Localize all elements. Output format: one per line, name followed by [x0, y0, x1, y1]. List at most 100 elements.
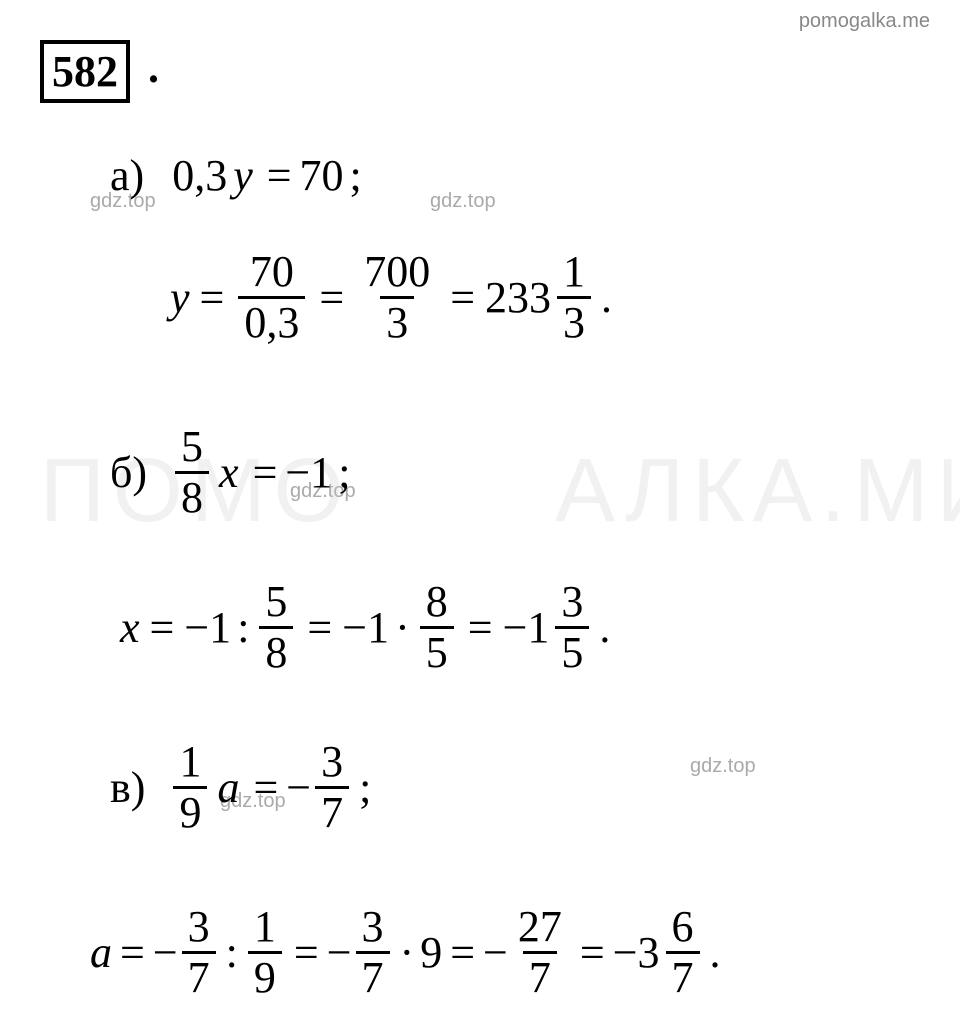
- part-a-mixed-den: 3: [557, 296, 591, 345]
- part-c-sol-frac4-den: 7: [523, 951, 557, 1000]
- part-c-sol-frac1-den: 7: [182, 951, 216, 1000]
- part-b-sol-neg2: −1: [342, 602, 389, 653]
- part-b-sol-frac2-num: 8: [420, 580, 454, 626]
- part-a-sol-eq3: =: [450, 272, 475, 323]
- part-a-period: .: [601, 272, 612, 323]
- part-c-mixed-whole: 3: [638, 927, 660, 978]
- part-b-eq-frac: 5 8: [175, 425, 209, 520]
- part-a-frac1-den: 0,3: [238, 296, 305, 345]
- part-c-sol-frac2-num: 1: [248, 905, 282, 951]
- part-b-mixed-num: 3: [555, 580, 589, 626]
- part-b-label: б): [110, 447, 147, 498]
- part-a-equation: а) 0,3 y = 70 ;: [110, 150, 362, 201]
- part-b-sol-colon: :: [237, 602, 249, 653]
- part-c-sol-frac4: 27 7: [512, 905, 568, 1000]
- part-c-sol-neg2: −: [327, 927, 352, 978]
- part-b-mixed: 1 3 5: [527, 580, 593, 675]
- part-a-sol-var: y: [170, 272, 190, 323]
- part-c-sol-frac3-den: 7: [356, 951, 390, 1000]
- part-a-frac2-num: 700: [358, 250, 436, 296]
- part-c-semicolon: ;: [359, 762, 371, 813]
- part-a-frac1: 70 0,3: [238, 250, 305, 345]
- part-c-label: в): [110, 762, 145, 813]
- part-c-sol-colon: :: [226, 927, 238, 978]
- watermark-top-right: pomogalka.me: [799, 10, 930, 33]
- part-a-sol-eq2: =: [319, 272, 344, 323]
- part-b-rhs: −1: [285, 447, 332, 498]
- part-c-sol-frac3: 3 7: [356, 905, 390, 1000]
- part-b-solution: x = −1 : 5 8 = −1 · 8 5 = − 1 3 5 .: [120, 580, 610, 675]
- part-c-sol-frac1-num: 3: [182, 905, 216, 951]
- part-c-sol-frac2: 1 9: [248, 905, 282, 1000]
- part-b-mixed-den: 5: [555, 626, 589, 675]
- part-b-sol-var: x: [120, 602, 140, 653]
- part-c-neg: −: [286, 762, 311, 813]
- part-c-mixed-num: 6: [666, 905, 700, 951]
- part-b-semicolon: ;: [338, 447, 350, 498]
- part-a-solution: y = 70 0,3 = 700 3 = 233 1 3 .: [170, 250, 612, 345]
- part-b-eq: =: [253, 447, 278, 498]
- part-c-mixed: 3 6 7: [638, 905, 704, 1000]
- part-b-sol-frac1: 5 8: [259, 580, 293, 675]
- part-b-mixed-neg: −: [503, 602, 528, 653]
- part-c-rhs-den: 7: [315, 786, 349, 835]
- watermark-gdz-2: gdz.top: [430, 190, 496, 213]
- part-c-sol-eq1: =: [120, 927, 145, 978]
- part-b-sol-frac2: 8 5: [420, 580, 454, 675]
- part-c-eq-frac-num: 1: [173, 740, 207, 786]
- part-c-sol-frac4-num: 27: [512, 905, 568, 951]
- part-c-sol-eq2: =: [294, 927, 319, 978]
- part-a-frac2: 700 3: [358, 250, 436, 345]
- part-c-sol-neg3: −: [483, 927, 508, 978]
- part-c-equation: в) 1 9 a = − 3 7 ;: [110, 740, 371, 835]
- problem-number-dot: .: [148, 42, 159, 93]
- part-c-rhs-frac: 3 7: [315, 740, 349, 835]
- part-c-sol-eq3: =: [450, 927, 475, 978]
- part-b-sol-eq2: =: [307, 602, 332, 653]
- part-c-sol-dot: ·: [400, 927, 415, 978]
- part-a-semicolon: ;: [350, 150, 362, 201]
- part-c-mixed-den: 7: [666, 951, 700, 1000]
- part-c-rhs-num: 3: [315, 740, 349, 786]
- part-a-var: y: [233, 150, 253, 201]
- part-c-sol-eq4: =: [580, 927, 605, 978]
- part-c-period: .: [710, 927, 721, 978]
- part-a-mixed: 233 1 3: [485, 250, 595, 345]
- part-a-mixed-num: 1: [557, 250, 591, 296]
- part-c-sol-var: a: [90, 927, 112, 978]
- part-c-eq: =: [253, 762, 278, 813]
- part-b-sol-frac2-den: 5: [420, 626, 454, 675]
- part-b-equation: б) 5 8 x = −1 ;: [110, 425, 350, 520]
- part-b-period: .: [599, 602, 610, 653]
- part-a-coef: 0,3: [172, 150, 227, 201]
- part-a-mixed-whole: 233: [485, 272, 551, 323]
- part-c-mixed-neg: −: [613, 927, 638, 978]
- part-c-eq-frac-den: 9: [173, 786, 207, 835]
- problem-number: 582: [40, 40, 130, 103]
- part-b-sol-neg1: −1: [184, 602, 231, 653]
- part-b-eq-frac-num: 5: [175, 425, 209, 471]
- part-a-sol-eq1: =: [200, 272, 225, 323]
- part-b-sol-dot: ·: [395, 602, 410, 653]
- part-b-var: x: [219, 447, 239, 498]
- part-b-sol-eq1: =: [150, 602, 175, 653]
- part-b-sol-frac1-den: 8: [259, 626, 293, 675]
- part-c-solution: a = − 3 7 : 1 9 = − 3 7 · 9 = − 27 7 = −…: [90, 905, 721, 1000]
- part-c-eq-frac: 1 9: [173, 740, 207, 835]
- part-a-label: а): [110, 150, 144, 201]
- part-b-eq-frac-den: 8: [175, 471, 209, 520]
- part-a-rhs: 70: [300, 150, 344, 201]
- part-c-sol-frac1: 3 7: [182, 905, 216, 1000]
- part-a-eq: =: [267, 150, 292, 201]
- part-c-sol-nine: 9: [420, 927, 442, 978]
- part-c-sol-frac2-den: 9: [248, 951, 282, 1000]
- part-c-var: a: [217, 762, 239, 813]
- part-b-sol-eq3: =: [468, 602, 493, 653]
- part-c-sol-neg1: −: [153, 927, 178, 978]
- part-a-frac2-den: 3: [380, 296, 414, 345]
- watermark-big-right: АЛКА.МИ: [555, 440, 960, 543]
- part-a-frac1-num: 70: [244, 250, 300, 296]
- part-b-sol-frac1-num: 5: [259, 580, 293, 626]
- watermark-gdz-5: gdz.top: [690, 755, 756, 778]
- part-c-sol-frac3-num: 3: [356, 905, 390, 951]
